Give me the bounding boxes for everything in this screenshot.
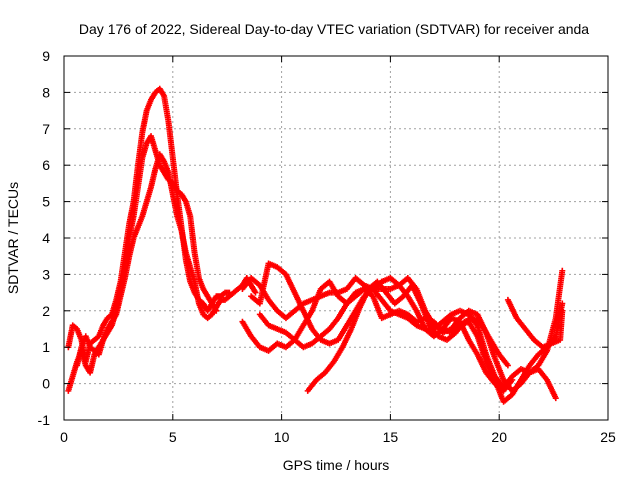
- x-tick-label: 25: [600, 429, 616, 445]
- y-axis-label: SDTVAR / TECUs: [5, 182, 21, 294]
- data-point: [559, 300, 566, 307]
- series-3: [74, 151, 259, 369]
- grid: [64, 56, 608, 420]
- data-point: [509, 376, 516, 383]
- axis-ticks: [63, 55, 609, 421]
- y-tick-label: 3: [42, 266, 50, 282]
- y-tick-label: 7: [42, 121, 50, 137]
- x-tick-label: 5: [169, 429, 177, 445]
- y-tick-label: 4: [42, 230, 50, 246]
- series-9: [504, 296, 566, 351]
- tick-labels: 0 5 10 15 20 25 -1 0 1 2 3 4 5 6 7 8 9: [38, 48, 616, 445]
- y-tick-label: 1: [42, 339, 50, 355]
- y-tick-label: 2: [42, 303, 50, 319]
- x-tick-label: 15: [383, 429, 399, 445]
- y-tick-label: 0: [42, 376, 50, 392]
- data-point: [559, 307, 566, 314]
- series-8: [304, 278, 511, 394]
- x-axis-label: GPS time / hours: [283, 457, 390, 473]
- data-point: [504, 362, 511, 369]
- x-tick-label: 0: [60, 429, 68, 445]
- y-tick-label: 9: [42, 48, 50, 64]
- x-tick-label: 10: [274, 429, 290, 445]
- y-tick-label: 8: [42, 84, 50, 100]
- data-point: [552, 395, 559, 402]
- y-tick-label: -1: [38, 412, 51, 428]
- data-point: [252, 289, 259, 296]
- data-point: [559, 267, 566, 274]
- x-tick-label: 20: [491, 429, 507, 445]
- y-tick-label: 5: [42, 194, 50, 210]
- chart-title: Day 176 of 2022, Sidereal Day-to-day VTE…: [79, 21, 589, 37]
- y-tick-label: 6: [42, 157, 50, 173]
- data-markers: [65, 85, 566, 405]
